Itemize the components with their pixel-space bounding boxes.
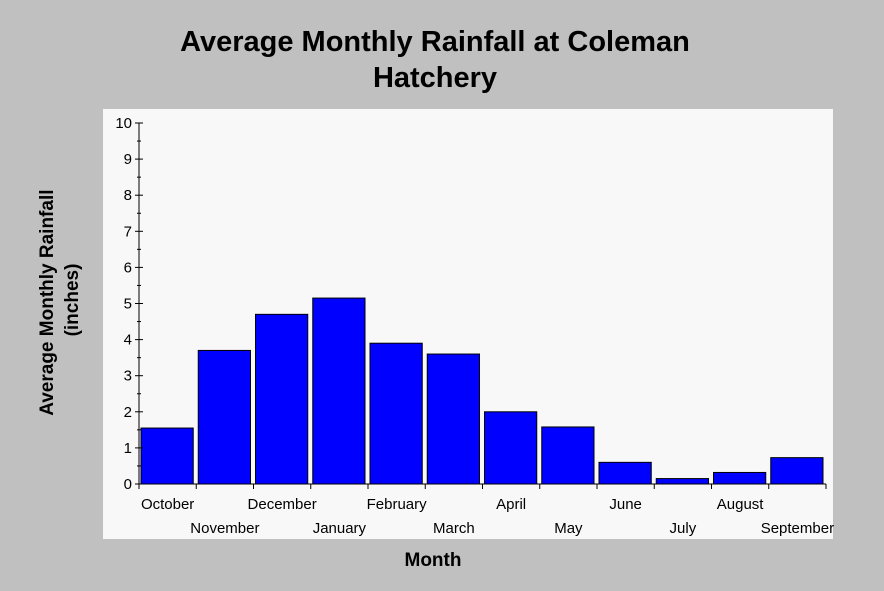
y-tick-label: 0 [124,476,132,493]
y-tick-label: 7 [124,223,132,240]
x-tick-label-february: February [367,496,428,513]
x-tick-label-april: April [496,496,526,513]
x-tick-label-december: December [248,496,317,513]
bar-november [197,349,251,485]
bar-july [655,478,709,485]
bar-june [598,461,652,485]
bar-october [140,427,194,485]
y-ticks-group: 0 1 2 3 4 5 6 7 8 9 10 [115,115,143,493]
bar-may [541,426,595,485]
bar-april [484,411,538,485]
y-tick-label: 5 [124,296,132,313]
y-tick-label: 9 [124,151,132,168]
y-tick-label: 8 [124,187,132,204]
bar-december [255,313,309,485]
x-tick-label-august: August [717,496,765,513]
x-tick-label-november: November [190,520,259,537]
y-axis-label: Average Monthly Rainfall (inches) [37,184,83,416]
bar-august [713,471,767,485]
y-tick-label: 1 [124,440,132,457]
y-tick-label: 3 [124,368,132,385]
x-tick-label-september: September [761,520,834,537]
x-tick-label-march: March [433,520,475,537]
chart-title-line2: Hatchery [372,62,498,94]
x-tick-label-january: January [313,520,367,537]
bar-march [426,353,480,485]
y-axis-label-line1: Average Monthly Rainfall [37,189,58,415]
y-tick-label: 4 [124,332,132,349]
y-axis-label-line2: (inches) [62,264,83,337]
bar-february [369,342,423,485]
x-tick-label-may: May [554,520,583,537]
chart-title-line1: Average Monthly Rainfall at Coleman [180,26,690,58]
bars-group [140,297,824,485]
bar-january [312,297,366,485]
y-tick-label: 10 [115,115,132,132]
x-axis-label: Month [405,550,462,571]
x-tick-label-june: June [609,496,642,513]
x-tick-label-october: October [141,496,194,513]
x-tick-label-july: July [670,520,697,537]
bar-september [770,457,824,485]
chart-title: Average Monthly Rainfall at Coleman Hatc… [100,24,770,96]
y-tick-label: 6 [124,259,132,276]
y-tick-label: 2 [124,404,132,421]
